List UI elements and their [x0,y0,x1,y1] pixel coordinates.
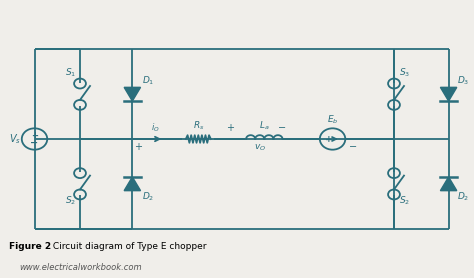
Text: +: + [325,135,333,143]
Text: $S_1$: $S_1$ [65,66,77,79]
Text: $D_2$: $D_2$ [457,190,469,203]
Text: $E_b$: $E_b$ [327,114,338,126]
Polygon shape [440,87,457,101]
Polygon shape [124,177,140,191]
Text: Circuit diagram of Type E chopper: Circuit diagram of Type E chopper [50,242,206,251]
Text: −: − [30,138,38,148]
Text: $D_1$: $D_1$ [142,75,155,87]
Text: $i_O$: $i_O$ [151,121,159,134]
Text: $D_2$: $D_2$ [142,190,155,203]
Text: $R_s$: $R_s$ [192,119,204,132]
Text: −: − [349,142,357,152]
Text: $V_s$: $V_s$ [9,132,21,146]
Text: +: + [134,142,142,152]
Text: $D_3$: $D_3$ [457,75,469,87]
Text: $S_2$: $S_2$ [399,195,410,207]
Text: −: − [278,123,286,133]
Text: www.electricalworkbook.com: www.electricalworkbook.com [19,263,142,272]
Polygon shape [124,87,140,101]
Text: $L_a$: $L_a$ [259,119,270,132]
Polygon shape [440,177,457,191]
Text: $v_O$: $v_O$ [254,143,266,153]
Text: Figure 2: Figure 2 [9,242,52,251]
Text: +: + [226,123,234,133]
Text: $S_3$: $S_3$ [399,66,410,79]
Text: $S_2$: $S_2$ [65,195,77,207]
Text: +: + [31,131,38,140]
